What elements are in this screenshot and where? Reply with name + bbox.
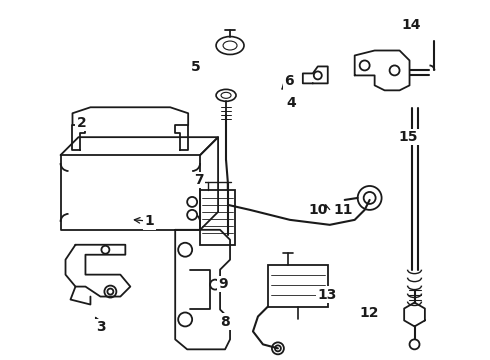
Ellipse shape	[223, 41, 237, 50]
Circle shape	[178, 243, 192, 257]
Text: 4: 4	[287, 96, 296, 110]
Text: 8: 8	[220, 315, 230, 329]
Ellipse shape	[216, 89, 236, 101]
Circle shape	[187, 197, 197, 207]
Circle shape	[314, 71, 322, 80]
Circle shape	[358, 186, 382, 210]
Text: 13: 13	[318, 288, 337, 302]
Text: 1: 1	[145, 214, 155, 228]
Circle shape	[364, 192, 376, 204]
Circle shape	[187, 210, 197, 220]
Circle shape	[178, 312, 192, 327]
Text: 11: 11	[333, 203, 352, 217]
Text: 2: 2	[76, 116, 86, 130]
Text: 11: 11	[333, 203, 352, 217]
Ellipse shape	[216, 37, 244, 54]
Bar	[268, 265, 328, 306]
Circle shape	[210, 280, 220, 289]
Circle shape	[104, 285, 116, 298]
Circle shape	[360, 60, 369, 71]
Text: 10: 10	[309, 203, 328, 217]
Circle shape	[272, 342, 284, 354]
Text: 5: 5	[191, 60, 201, 74]
Text: 3: 3	[96, 320, 106, 334]
Circle shape	[107, 289, 113, 294]
Text: 14: 14	[401, 18, 421, 32]
Text: 6: 6	[284, 75, 294, 89]
Text: 9: 9	[218, 277, 228, 291]
Text: 12: 12	[360, 306, 379, 320]
Circle shape	[410, 339, 419, 349]
Circle shape	[390, 66, 399, 75]
Bar	[200, 190, 235, 245]
Text: 15: 15	[399, 130, 418, 144]
Ellipse shape	[221, 92, 231, 98]
Circle shape	[275, 345, 281, 351]
Text: 10: 10	[309, 203, 328, 217]
Circle shape	[101, 246, 109, 254]
Text: 7: 7	[194, 173, 203, 187]
